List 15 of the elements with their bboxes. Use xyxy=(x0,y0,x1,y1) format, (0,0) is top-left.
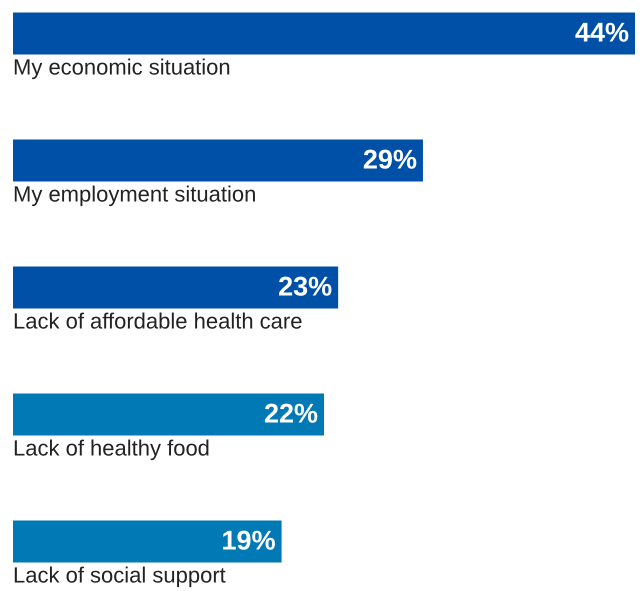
data-label: 19% xyxy=(222,526,276,556)
y-tick-label: Lack of social support xyxy=(13,562,226,588)
data-label: 22% xyxy=(264,398,318,428)
bar xyxy=(13,520,282,562)
y-tick-label: My employment situation xyxy=(13,182,256,206)
bar xyxy=(13,140,423,182)
bar xyxy=(13,266,338,308)
bar xyxy=(13,12,635,54)
y-tick-label: Lack of healthy food xyxy=(13,436,210,460)
y-tick-label: My economic situation xyxy=(13,54,231,80)
data-label: 23% xyxy=(278,272,332,302)
data-label: 29% xyxy=(362,144,417,174)
bar xyxy=(13,394,324,436)
y-tick-label: Lack of affordable health care xyxy=(13,308,302,334)
data-label: 44% xyxy=(574,18,629,48)
